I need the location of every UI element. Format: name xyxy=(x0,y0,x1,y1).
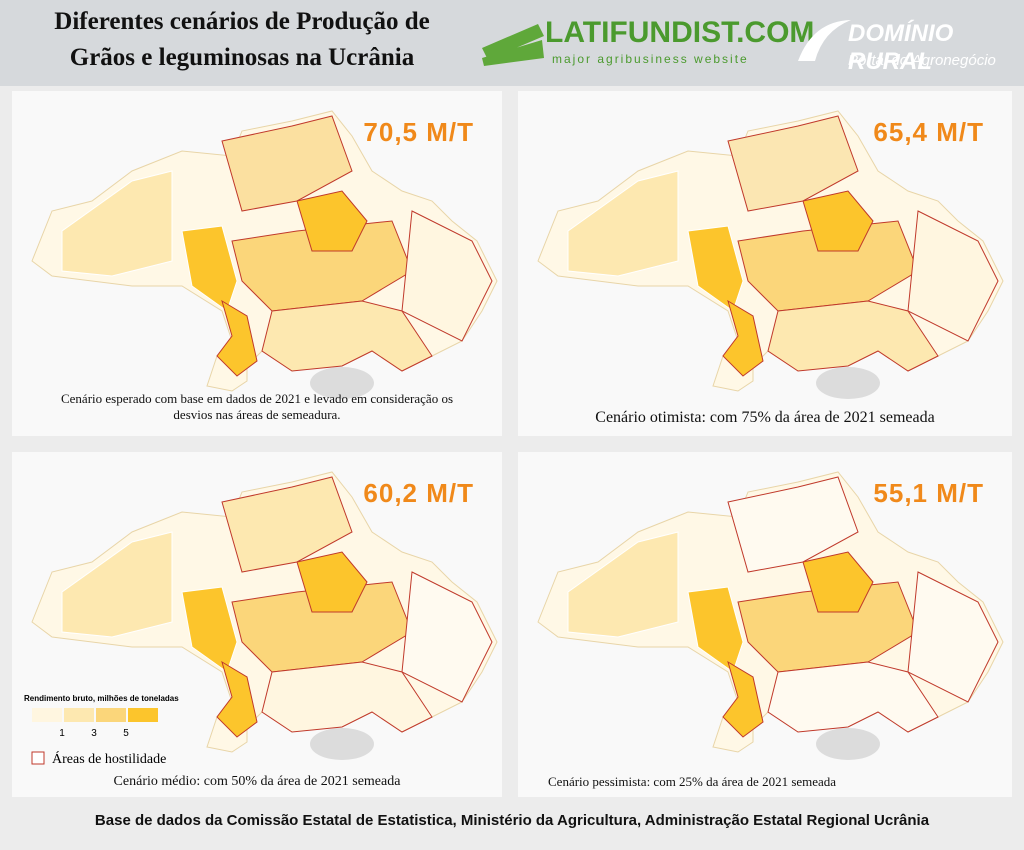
region xyxy=(61,170,173,277)
logo-name: DOMÍNIO RURAL xyxy=(848,20,954,75)
scenario-value: 70,5 M/T xyxy=(363,117,474,147)
region xyxy=(907,210,999,342)
panel: 70,5 M/T Cenário esperado com base em da… xyxy=(12,91,502,436)
scenario-value: 60,2 M/T xyxy=(363,478,474,508)
legend-swatch xyxy=(128,708,158,722)
legend-title: Rendimento bruto, milhões de toneladas xyxy=(24,694,179,703)
logo-tagline: major agribusiness website xyxy=(552,52,749,66)
legend-tick: 5 xyxy=(123,728,129,739)
region xyxy=(261,300,433,372)
region xyxy=(767,661,939,733)
crimea xyxy=(816,728,880,760)
panel: 60,2 M/T Cenário médio: com 50% da área … xyxy=(12,452,502,797)
crimea xyxy=(310,367,374,399)
legend-swatch xyxy=(96,708,126,722)
panel: 65,4 M/T Cenário otimista: com 75% da ár… xyxy=(518,91,1012,436)
region xyxy=(216,660,258,738)
scenario-value: 55,1 M/T xyxy=(873,478,984,508)
legend-hostility-box xyxy=(31,751,45,765)
region xyxy=(722,299,764,377)
legend: 1 3 5 xyxy=(31,708,158,765)
region xyxy=(261,661,433,733)
region xyxy=(61,531,173,638)
logo-tagline: Portal do Agronegócio xyxy=(848,52,996,69)
region xyxy=(181,586,238,673)
region xyxy=(296,551,368,613)
crimea xyxy=(310,728,374,760)
region xyxy=(802,190,874,252)
legend-hostility: Áreas de hostilidade xyxy=(52,752,167,767)
map xyxy=(537,110,1004,399)
region xyxy=(221,476,353,573)
region xyxy=(727,476,859,573)
crimea xyxy=(816,367,880,399)
region xyxy=(296,190,368,252)
panel: 55,1 M/T Cenário pessimista: com 25% da … xyxy=(518,452,1012,797)
legend-tick: 3 xyxy=(91,728,97,739)
legend-tick: 1 xyxy=(59,728,65,739)
footer: Base de dados da Comissão Estatal de Est… xyxy=(94,812,930,829)
region xyxy=(727,115,859,212)
region xyxy=(401,210,493,342)
region xyxy=(767,300,939,372)
region xyxy=(802,551,874,613)
region xyxy=(401,571,493,703)
region xyxy=(687,586,744,673)
region xyxy=(722,660,764,738)
region xyxy=(567,531,679,638)
caption: Cenário esperado com base em dados de 20… xyxy=(60,391,454,422)
scenario-value: 65,4 M/T xyxy=(873,117,984,147)
legend-swatch xyxy=(64,708,94,722)
caption: Cenário otimista: com 75% da área de 202… xyxy=(595,409,935,426)
logo-icon xyxy=(482,24,544,66)
region xyxy=(687,225,744,312)
logo-name: LATIFUNDIST.COM xyxy=(545,16,815,49)
map xyxy=(31,110,498,399)
map xyxy=(537,471,1004,760)
region xyxy=(221,115,353,212)
map xyxy=(31,471,498,760)
region xyxy=(907,571,999,703)
caption: Cenário pessimista: com 25% da área de 2… xyxy=(548,774,837,789)
region xyxy=(567,170,679,277)
legend-swatch xyxy=(32,708,62,722)
region xyxy=(181,225,238,312)
title-line: Grãos e leguminosas na Ucrânia xyxy=(69,44,415,71)
logo-icon xyxy=(798,20,851,61)
header: Diferentes cenários de Produção de Grãos… xyxy=(0,0,1024,86)
title-line: Diferentes cenários de Produção de xyxy=(54,8,430,35)
region xyxy=(216,299,258,377)
caption: Cenário médio: com 50% da área de 2021 s… xyxy=(113,774,401,789)
